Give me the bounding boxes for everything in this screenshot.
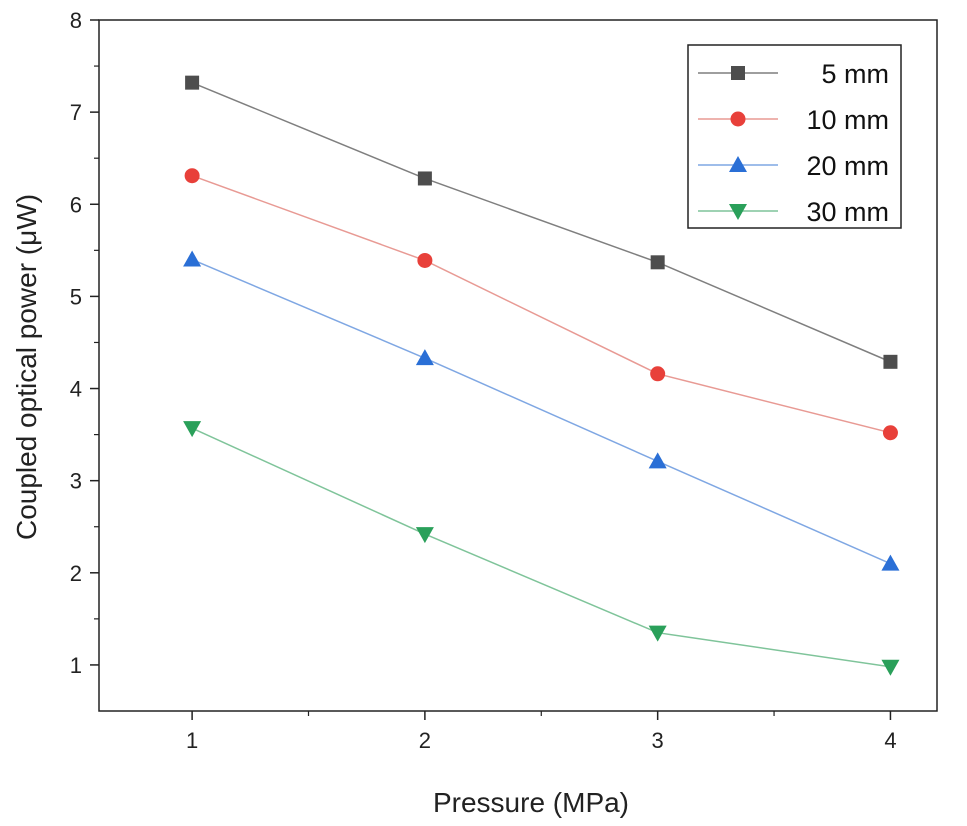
legend-box xyxy=(687,44,902,229)
y-tick-label: 8 xyxy=(70,8,82,33)
data-point xyxy=(417,252,433,268)
data-point xyxy=(648,625,667,642)
y-tick-label: 1 xyxy=(70,653,82,678)
data-point xyxy=(650,366,666,382)
y-tick-label: 3 xyxy=(70,469,82,494)
legend-label: 20 mm xyxy=(806,151,889,181)
y-tick-label: 6 xyxy=(70,192,82,217)
legend-entry: 20 mm xyxy=(698,151,889,181)
x-tick-label: 2 xyxy=(419,728,431,753)
legend-label: 30 mm xyxy=(806,197,889,227)
legend-entry: 5 mm xyxy=(698,59,889,89)
series-line xyxy=(191,258,891,565)
x-tick-label: 1 xyxy=(186,728,198,753)
x-axis-label: Pressure (MPa) xyxy=(433,787,629,818)
data-point xyxy=(882,425,898,441)
legend-marker xyxy=(731,66,745,80)
y-tick-label: 2 xyxy=(70,561,82,586)
series-4 xyxy=(183,421,900,676)
x-tick-label: 4 xyxy=(884,728,896,753)
y-tick-label: 5 xyxy=(70,284,82,309)
data-point xyxy=(415,349,434,366)
data-point xyxy=(184,168,200,184)
axes: 1 2 3 4 1 2 3 4 5 6 7 8 xyxy=(70,8,938,753)
data-point xyxy=(183,250,202,267)
data-point xyxy=(648,452,667,469)
series-line xyxy=(191,81,891,363)
plot-frame xyxy=(98,19,938,712)
legend-marker xyxy=(729,156,747,172)
legend-marker xyxy=(730,111,746,127)
legend-marker xyxy=(729,204,747,220)
series-1 xyxy=(185,75,898,369)
legend-entry: 30 mm xyxy=(698,197,889,227)
data-point xyxy=(415,527,434,544)
legend: 5 mm 10 mm 20 mm 30 mm xyxy=(687,44,902,229)
data-point xyxy=(883,354,898,369)
data-point xyxy=(650,255,665,270)
data-point xyxy=(881,659,900,676)
series-line xyxy=(191,427,891,668)
plot-area xyxy=(183,75,900,676)
series-2 xyxy=(184,168,898,441)
series-3 xyxy=(183,250,900,571)
data-point xyxy=(881,554,900,571)
legend-entry: 10 mm xyxy=(698,105,889,135)
y-tick-label: 7 xyxy=(70,100,82,125)
data-point xyxy=(417,171,432,186)
y-tick-label: 4 xyxy=(70,377,82,402)
legend-label: 5 mm xyxy=(822,59,890,89)
legend-label: 10 mm xyxy=(806,105,889,135)
series-line xyxy=(191,175,891,434)
data-point xyxy=(185,75,200,90)
y-axis-label: Coupled optical power (μW) xyxy=(11,194,42,540)
x-tick-label: 3 xyxy=(652,728,664,753)
data-point xyxy=(183,421,202,438)
